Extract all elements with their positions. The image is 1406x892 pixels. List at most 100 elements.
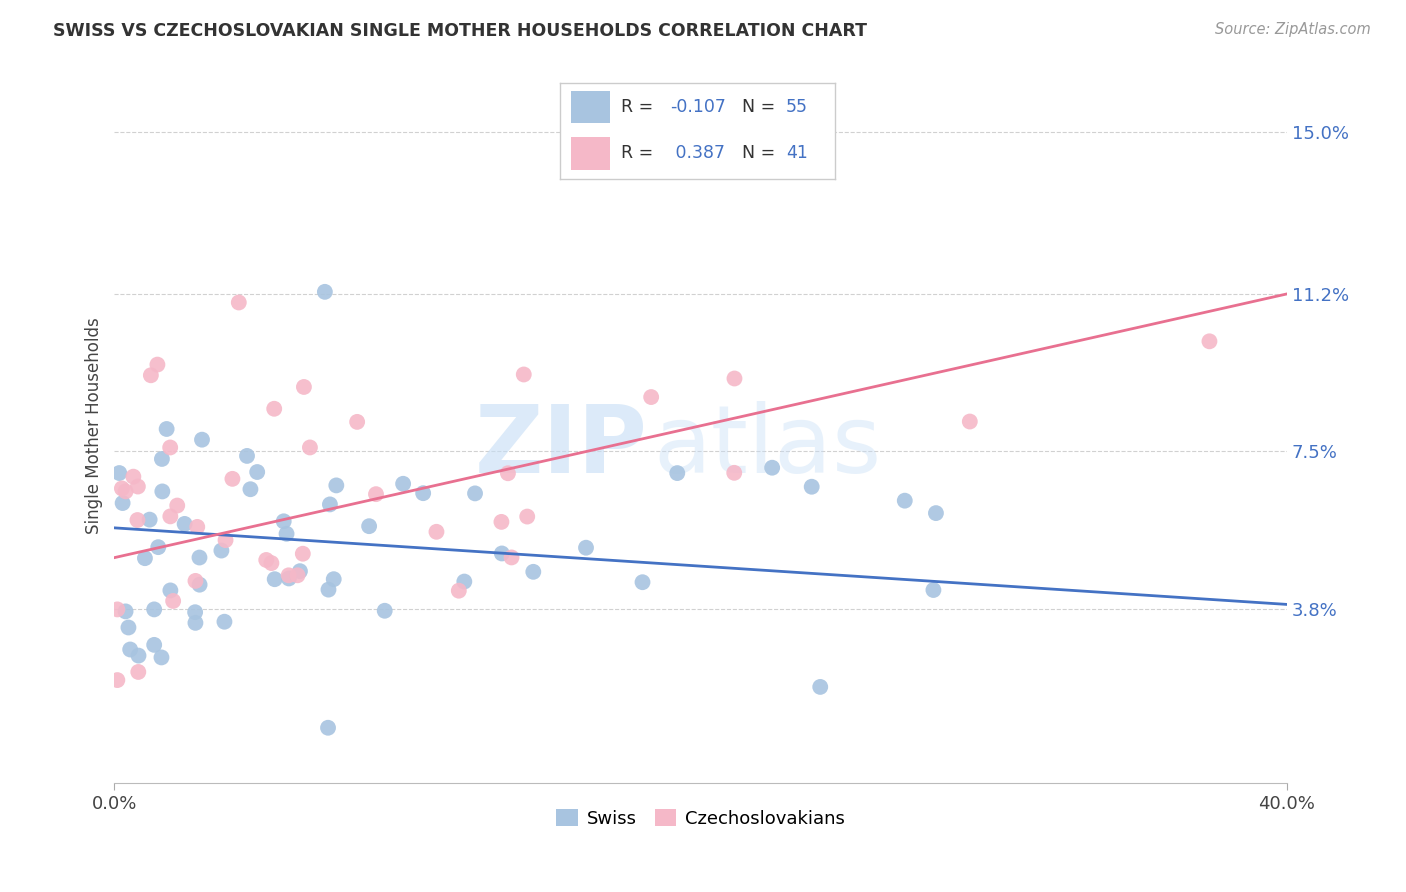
Point (277, 572, 299, 586)
Point (114, 484, 136, 499)
Point (322, 572, 344, 586)
Point (156, 422, 179, 436)
Point (513, 368, 536, 382)
Point (287, 568, 309, 582)
Point (214, 615, 236, 629)
Point (184, 605, 207, 619)
Point (246, 465, 269, 479)
Point (108, 466, 131, 480)
Legend: Swiss, Czechoslovakians: Swiss, Czechoslovakians (548, 802, 852, 835)
Point (186, 520, 208, 534)
Point (276, 526, 298, 541)
Point (173, 516, 195, 531)
Text: atlas: atlas (654, 401, 882, 493)
Point (122, 469, 145, 483)
Point (150, 484, 173, 499)
Point (139, 368, 162, 383)
Point (491, 546, 513, 560)
Point (273, 514, 295, 528)
Point (128, 648, 150, 663)
Point (159, 441, 181, 455)
Point (922, 582, 945, 597)
Point (228, 295, 250, 310)
Point (666, 466, 689, 480)
Point (723, 466, 745, 480)
Point (138, 513, 160, 527)
Point (236, 449, 259, 463)
Point (221, 472, 243, 486)
Point (239, 482, 262, 496)
Point (214, 533, 236, 548)
Point (254, 553, 277, 567)
Point (425, 524, 447, 539)
Point (447, 583, 470, 598)
Point (800, 480, 823, 494)
Text: ZIP: ZIP (475, 401, 648, 493)
Point (894, 493, 917, 508)
Point (392, 476, 415, 491)
Point (159, 583, 181, 598)
Point (148, 540, 170, 554)
Point (134, 551, 156, 566)
Point (127, 479, 149, 493)
Point (188, 550, 211, 565)
Point (143, 638, 166, 652)
Point (325, 478, 347, 492)
Point (188, 577, 211, 591)
Point (146, 358, 169, 372)
Point (184, 615, 207, 630)
Point (263, 572, 285, 586)
Point (263, 401, 285, 416)
Point (159, 509, 181, 524)
Point (346, 415, 368, 429)
Point (191, 433, 214, 447)
Point (723, 371, 745, 385)
Point (277, 568, 299, 582)
Point (364, 487, 387, 501)
Point (631, 575, 654, 590)
Point (522, 565, 544, 579)
Point (1198, 334, 1220, 349)
Point (127, 665, 149, 679)
Point (111, 496, 134, 510)
Text: SWISS VS CZECHOSLOVAKIAN SINGLE MOTHER HOUSEHOLDS CORRELATION CHART: SWISS VS CZECHOSLOVAKIAN SINGLE MOTHER H… (53, 22, 868, 40)
Point (959, 415, 981, 429)
Y-axis label: Single Mother Households: Single Mother Households (86, 318, 103, 534)
Point (319, 497, 342, 511)
Text: Source: ZipAtlas.com: Source: ZipAtlas.com (1215, 22, 1371, 37)
Point (359, 519, 381, 533)
Point (453, 574, 475, 589)
Point (808, 680, 831, 694)
Point (105, 602, 128, 616)
Point (209, 543, 232, 558)
Point (260, 556, 283, 570)
Point (501, 550, 523, 565)
Point (491, 515, 513, 529)
Point (291, 547, 314, 561)
Point (298, 441, 321, 455)
Point (184, 574, 207, 588)
Point (575, 541, 598, 555)
Point (292, 380, 315, 394)
Point (412, 486, 434, 500)
Point (640, 390, 662, 404)
Point (117, 620, 139, 634)
Point (127, 513, 149, 527)
Point (166, 499, 188, 513)
Point (288, 564, 311, 578)
Point (150, 650, 173, 665)
Point (761, 460, 783, 475)
Point (925, 506, 948, 520)
Point (114, 604, 136, 618)
Point (314, 285, 336, 299)
Point (162, 594, 184, 608)
Point (318, 582, 340, 597)
Point (516, 509, 538, 524)
Point (150, 452, 173, 467)
Point (496, 467, 519, 481)
Point (120, 642, 142, 657)
Point (316, 721, 339, 735)
Point (111, 482, 134, 496)
Point (105, 673, 128, 687)
Point (464, 486, 486, 500)
